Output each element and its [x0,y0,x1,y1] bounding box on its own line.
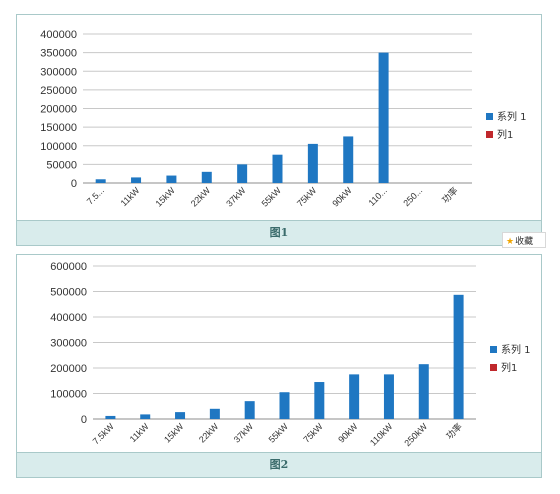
y-tick-label: 350000 [40,48,77,60]
y-tick-label: 200000 [50,363,87,375]
x-tick-label: 90kW [336,421,360,445]
x-tick-label: 15kW [153,185,177,209]
x-tick-label: 55kW [267,421,291,445]
x-tick-label: 110... [366,185,389,208]
y-tick-label: 0 [81,414,87,426]
bar [95,179,106,183]
x-tick-label: 功率 [439,185,460,206]
x-tick-label: 22kW [189,185,213,209]
bar [201,171,212,183]
x-tick-label: 90kW [330,185,354,209]
y-tick-label: 0 [71,178,77,190]
favorite-label: 收藏 [515,236,534,246]
x-tick-label: 37kW [224,185,248,209]
x-tick-label: 250... [401,185,424,208]
y-tick-label: 250000 [40,85,77,97]
bar [272,154,283,183]
chart-2-svg: 600000 500000 400000 300000 200000 100000 0 7.5… [50,261,531,448]
x-tick-label: 功率 [443,421,464,442]
legend-label: 列1 [501,361,517,374]
chart-panel-1: 400000 350000 300000 250000 200000 150000 1000… [16,14,542,246]
y-tick-label: 600000 [50,261,87,273]
legend-label: 系列 1 [497,110,527,123]
y-tick-label: 100000 [50,389,87,401]
legend-swatch [486,131,493,138]
legend-swatch [490,364,497,371]
chart-panel-2: 600000 500000 400000 300000 200000 100000 0 7.5… [16,254,542,478]
star-icon: ★ [506,236,515,246]
figure-caption-2: 图2 [17,452,541,477]
bar [244,401,255,419]
bar [166,175,177,183]
x-tick-label: 7.5... [85,185,106,206]
x-tick-label: 22kW [197,421,221,445]
bar [343,136,354,183]
bar [378,52,389,183]
y-tick-label: 200000 [40,104,77,116]
bar [383,374,394,419]
x-tick-label: 11kW [128,421,151,444]
y-tick-label: 150000 [40,122,77,134]
y-tick-label: 50000 [46,159,77,171]
y-tick-label: 500000 [50,287,87,299]
x-tick-label: 75kW [295,185,319,209]
y-tick-label: 400000 [40,29,77,41]
x-tick-label: 37kW [232,421,256,445]
x-tick-label: 11kW [119,185,142,208]
favorite-button[interactable]: ★收藏 [502,232,546,248]
x-tick-label: 75kW [301,421,325,445]
bar [105,415,116,419]
figure-caption-1: 图1 [17,220,541,245]
x-tick-label: 7.5kW [91,421,116,446]
bar [140,414,151,419]
x-tick-label: 55kW [260,185,284,209]
bar [314,382,325,419]
x-tick-label: 110kW [368,421,395,448]
bar [307,143,318,183]
legend-label: 列1 [497,128,513,141]
bar [349,374,360,419]
chart-1-svg: 400000 350000 300000 250000 200000 150000 1000… [40,29,527,209]
x-tick-label: 15kW [162,421,186,445]
y-tick-label: 300000 [50,338,87,350]
y-tick-label: 400000 [50,312,87,324]
bar [209,408,220,419]
legend-swatch [490,346,497,353]
bar [175,412,186,419]
bar [279,392,290,419]
bar [237,164,248,183]
x-tick-label: 250kW [402,421,429,448]
bar [418,364,429,419]
y-tick-label: 100000 [40,141,77,153]
y-tick-label: 300000 [40,66,77,78]
bar [453,294,464,419]
legend-swatch [486,113,493,120]
legend-label: 系列 1 [501,343,531,356]
bar [131,177,142,183]
